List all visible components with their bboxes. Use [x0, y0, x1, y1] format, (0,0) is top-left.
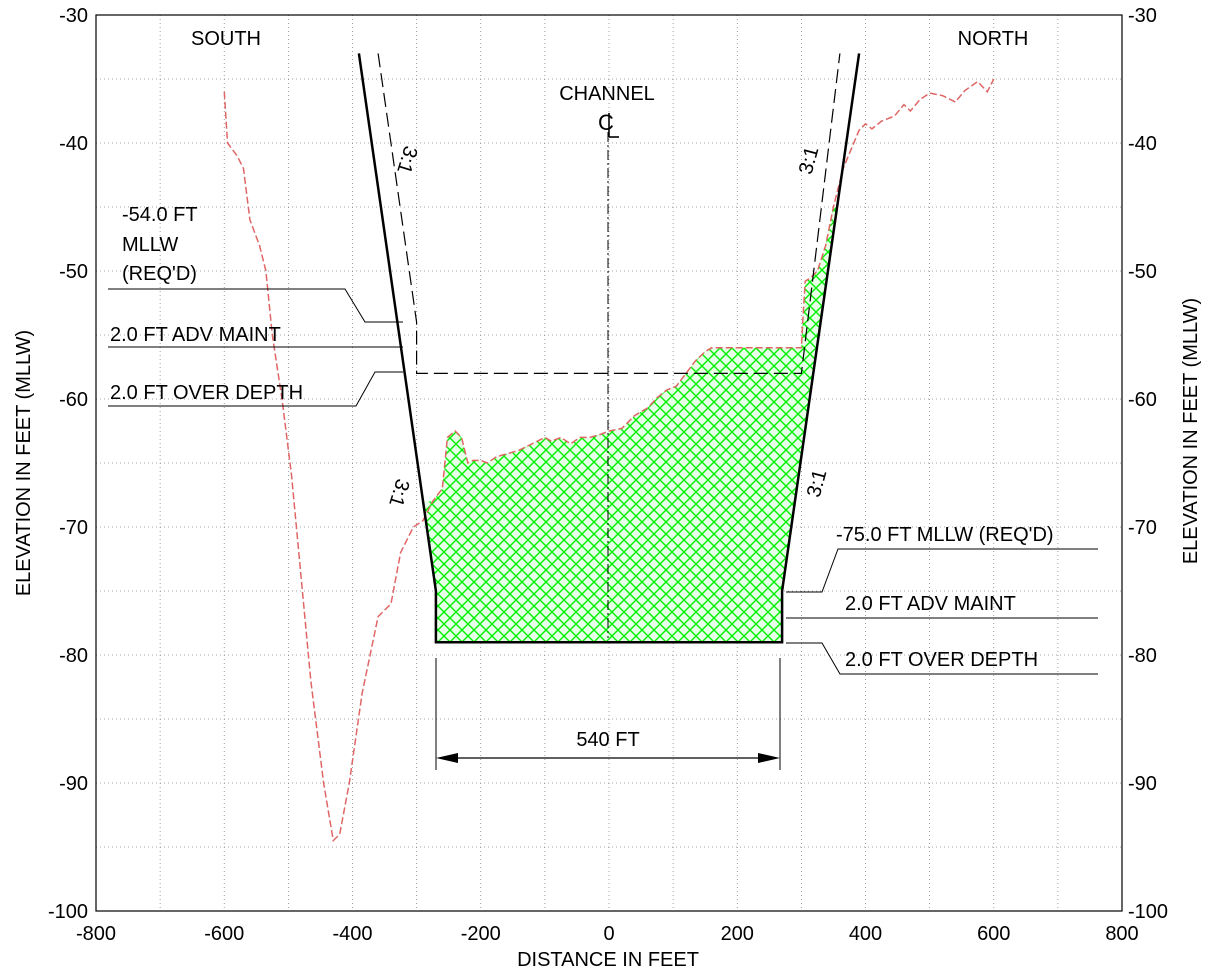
y-tick-label-left: -40	[59, 133, 88, 155]
dredge-volume-area	[423, 207, 838, 643]
centerline-symbol: C	[598, 110, 619, 138]
plot-frame	[95, 14, 1123, 912]
callout-75ft: -75.0 FT MLLW (REQ'D)	[836, 524, 1054, 546]
callout-mllw: MLLW	[122, 234, 178, 256]
y-tick-label-right: -100	[1128, 901, 1168, 923]
existing-bottom-profile	[223, 78, 995, 843]
y-tick-label-right: -70	[1128, 517, 1157, 539]
design-channel-line	[357, 53, 861, 644]
x-tick-label: -600	[204, 923, 244, 945]
x-tick-label: 600	[977, 923, 1010, 945]
x-tick-labels: -800 -600 -400 -200 0 200 400 600 800	[76, 923, 1139, 945]
slope-label-lower-right: 3:1	[803, 467, 831, 500]
callout-right-adv-maint: 2.0 FT ADV MAINT	[845, 593, 1016, 615]
x-tick-label: -800	[76, 923, 116, 945]
y-tick-label-right: -90	[1128, 773, 1157, 795]
callout-54ft: -54.0 FT	[122, 204, 198, 226]
y-tick-label-left: -50	[59, 261, 88, 283]
left-callouts	[108, 288, 403, 407]
x-tick-label: 0	[603, 923, 614, 945]
y-tick-label-left: -80	[59, 645, 88, 667]
x-tick-label: 400	[849, 923, 882, 945]
y-tick-label-left: -100	[48, 901, 88, 923]
y-tick-label-left: -90	[59, 773, 88, 795]
x-axis-label: DISTANCE IN FEET	[517, 949, 699, 971]
y-tick-label-left: -70	[59, 517, 88, 539]
y-tick-label-right: -60	[1128, 389, 1157, 411]
x-tick-label: -400	[332, 923, 372, 945]
y-axis-label-left: ELEVATION IN FEET (MLLW)	[13, 330, 35, 596]
callout-left-over-depth: 2.0 FT OVER DEPTH	[110, 382, 303, 404]
x-tick-label: 200	[721, 923, 754, 945]
slope-label-lower-left: 3:1	[384, 476, 413, 509]
authorized-channel-line	[377, 53, 841, 374]
y-tick-label-left: -60	[59, 389, 88, 411]
x-tick-label: 800	[1105, 923, 1138, 945]
y-tick-label-right: -80	[1128, 645, 1157, 667]
y-tick-label-right: -40	[1128, 133, 1157, 155]
right-callouts	[786, 548, 1098, 675]
callout-left-adv-maint: 2.0 FT ADV MAINT	[110, 324, 281, 346]
south-label: SOUTH	[191, 28, 261, 50]
centerline-symbol-c: C	[598, 110, 614, 135]
y-tick-label-right: -50	[1128, 261, 1157, 283]
callout-right-over-depth: 2.0 FT OVER DEPTH	[845, 649, 1038, 671]
x-tick-label: -200	[461, 923, 501, 945]
y-tick-label-right: -30	[1128, 5, 1157, 27]
y-axis-label-right: ELEVATION IN FEET (MLLW)	[1180, 298, 1202, 564]
channel-label: CHANNEL	[559, 83, 655, 105]
slope-label-upper-right: 3:1	[795, 144, 823, 177]
y-tick-labels-left: -30 -40 -50 -60 -70 -80 -90 -100	[48, 5, 88, 923]
width-dimension	[435, 658, 781, 770]
north-label: NORTH	[958, 28, 1029, 50]
y-tick-labels-right: -30 -40 -50 -60 -70 -80 -90 -100	[1128, 5, 1168, 923]
width-label: 540 FT	[576, 729, 639, 751]
y-tick-label-left: -30	[59, 5, 88, 27]
callout-reqd: (REQ'D)	[122, 263, 197, 285]
